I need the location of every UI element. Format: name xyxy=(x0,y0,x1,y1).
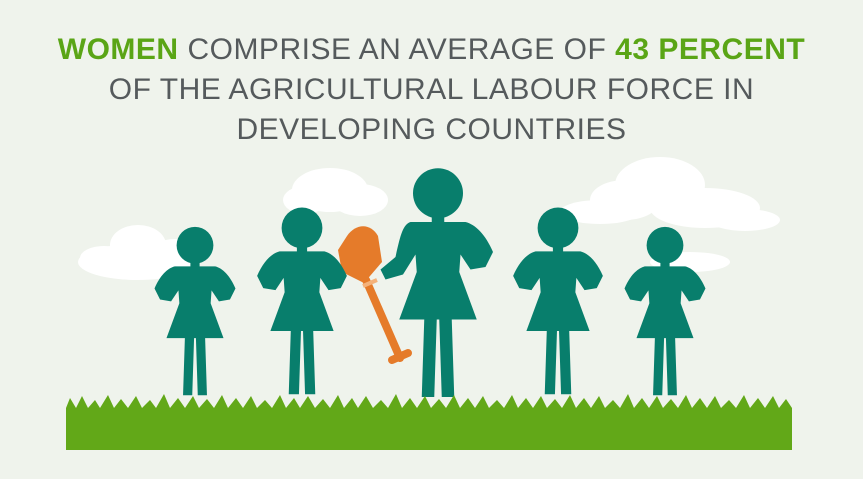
headline-line-3: DEVELOPING COUNTRIES xyxy=(236,113,627,146)
shovel-icon xyxy=(338,226,412,364)
highlight-percent: 43 PERCENT xyxy=(615,33,806,66)
cloud-middle xyxy=(283,168,388,216)
grass xyxy=(66,394,792,450)
woman-figure-3 xyxy=(380,168,493,397)
highlight-women: WOMEN xyxy=(57,33,179,66)
woman-figure-4 xyxy=(513,207,603,395)
headline-line-2: OF THE AGRICULTURAL LABOUR FORCE IN xyxy=(108,73,755,106)
headline-line-1: WOMEN COMPRISE AN AVERAGE OF 43 PERCENT xyxy=(58,33,805,66)
headline: WOMEN COMPRISE AN AVERAGE OF 43 PERCENT … xyxy=(0,30,863,150)
headline-line-1-mid: COMPRISE AN AVERAGE OF xyxy=(178,33,616,66)
woman-figure-2 xyxy=(257,207,347,395)
cloud-right xyxy=(560,157,780,231)
